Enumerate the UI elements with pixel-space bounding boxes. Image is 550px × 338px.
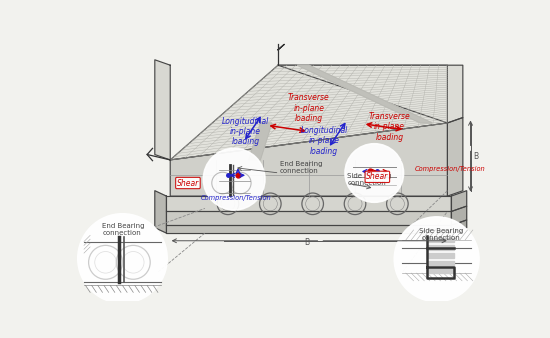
- Polygon shape: [451, 206, 466, 225]
- Text: Longitudinal
in-plane
loading: Longitudinal in-plane loading: [301, 126, 348, 155]
- Polygon shape: [451, 191, 466, 212]
- Circle shape: [394, 217, 479, 301]
- Polygon shape: [451, 220, 466, 233]
- Text: End Bearing
connection: End Bearing connection: [102, 223, 145, 237]
- Text: Shear: Shear: [177, 178, 199, 188]
- Polygon shape: [170, 123, 448, 196]
- Text: Transverse
in-plane
loading: Transverse in-plane loading: [288, 93, 329, 123]
- Text: Longitudinal
in-plane
loading: Longitudinal in-plane loading: [222, 117, 270, 146]
- Polygon shape: [166, 225, 451, 233]
- Circle shape: [345, 144, 404, 202]
- Text: End Bearing
connection: End Bearing connection: [279, 161, 322, 174]
- Polygon shape: [170, 65, 448, 160]
- Polygon shape: [448, 118, 463, 196]
- Polygon shape: [249, 123, 272, 160]
- Polygon shape: [427, 238, 454, 242]
- Circle shape: [78, 214, 167, 303]
- Polygon shape: [155, 60, 170, 160]
- Text: Compression/Tension: Compression/Tension: [201, 195, 272, 201]
- Polygon shape: [155, 191, 166, 233]
- Text: Shear: Shear: [366, 172, 388, 182]
- Polygon shape: [427, 245, 454, 250]
- Polygon shape: [166, 212, 451, 225]
- Polygon shape: [427, 268, 454, 273]
- Polygon shape: [297, 65, 432, 123]
- Text: Transverse
in-plane
loading: Transverse in-plane loading: [369, 112, 410, 142]
- Text: Compression/Tension: Compression/Tension: [415, 166, 486, 172]
- Text: Side Bearing
connection: Side Bearing connection: [419, 228, 464, 241]
- Polygon shape: [427, 261, 454, 265]
- Polygon shape: [166, 196, 451, 212]
- Text: B: B: [474, 151, 478, 161]
- Text: B: B: [305, 238, 310, 247]
- Polygon shape: [427, 253, 454, 258]
- Text: Side Bearing
connection: Side Bearing connection: [348, 173, 392, 186]
- Polygon shape: [278, 65, 463, 123]
- Circle shape: [204, 148, 265, 210]
